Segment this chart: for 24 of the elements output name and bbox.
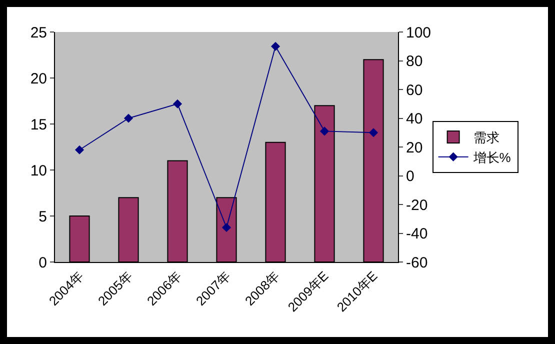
y2-tick-label: -60 bbox=[406, 254, 428, 272]
legend-label: 需求 bbox=[473, 130, 500, 146]
point bbox=[368, 128, 378, 138]
point bbox=[172, 99, 182, 108]
y-tick-label: 15 bbox=[30, 116, 47, 134]
point bbox=[74, 145, 84, 154]
point bbox=[320, 126, 330, 136]
y2-tick-label: 20 bbox=[406, 139, 423, 156]
point bbox=[222, 222, 232, 232]
y2-tick-label: 80 bbox=[406, 53, 423, 70]
y2-tick-label: 40 bbox=[406, 110, 423, 128]
point bbox=[124, 114, 134, 123]
y2-tick-label: -20 bbox=[406, 196, 428, 214]
y2-tick-label: 60 bbox=[406, 82, 423, 99]
y2-tick-label: 0 bbox=[406, 168, 414, 185]
y2-tick-label: -40 bbox=[406, 226, 428, 242]
y-tick-label: 20 bbox=[30, 70, 47, 88]
point bbox=[270, 42, 280, 51]
y-tick-label: 5 bbox=[38, 208, 47, 226]
y2-tick-label: 100 bbox=[406, 24, 432, 42]
y-tick-label: 10 bbox=[30, 162, 47, 180]
legend-label: 增长% bbox=[472, 150, 512, 165]
y-tick-label: 0 bbox=[38, 254, 47, 272]
y-tick-label: 25 bbox=[30, 24, 47, 42]
